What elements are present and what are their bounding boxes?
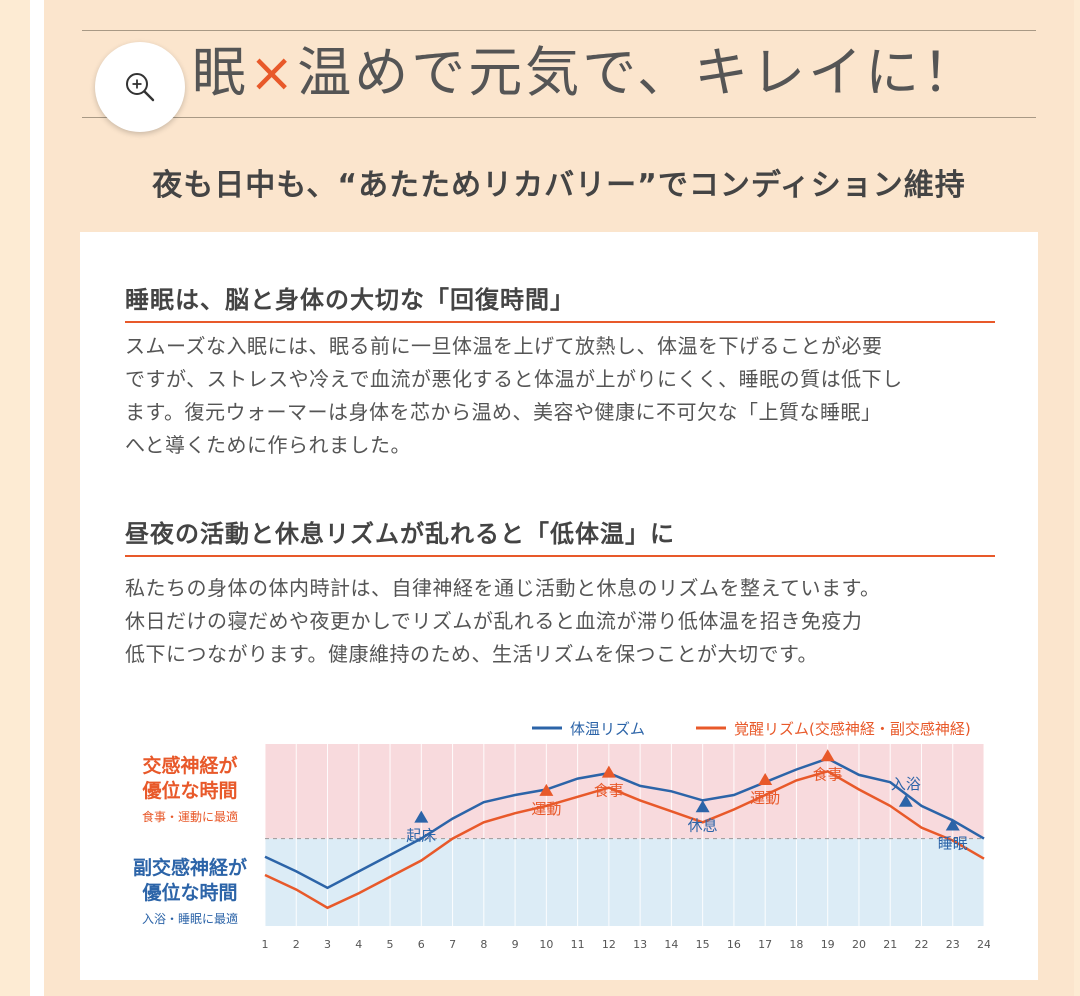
page-left-edge — [30, 0, 44, 996]
event-label: 起床 — [406, 827, 436, 845]
title-rest: 温めで元気で、キレイに！ — [297, 41, 980, 104]
text-line: ですが、ストレスや冷えで血流が悪化すると体温が上がりにくく、睡眠の質は低下し — [125, 367, 903, 391]
event-marker — [695, 800, 710, 813]
x-tick-label: 8 — [480, 938, 487, 951]
x-tick-label: 10 — [539, 938, 553, 951]
x-tick-label: 19 — [821, 938, 835, 951]
x-tick-label: 2 — [293, 938, 300, 951]
upper-zone-note: 食事・運動に最適 — [142, 809, 238, 824]
event-label: 運動 — [531, 800, 561, 818]
event-marker — [414, 810, 429, 823]
sympathetic-zone — [265, 744, 984, 839]
event-label: 食事 — [594, 782, 624, 800]
x-tick-label: 7 — [449, 938, 456, 951]
x-tick-label: 4 — [355, 938, 362, 951]
title-lead: 眠 — [192, 41, 249, 104]
x-tick-label: 5 — [387, 938, 394, 951]
section-text-sleep: スムーズな入眠には、眠る前に一旦体温を上げて放熱し、体温を下げることが必要 です… — [125, 330, 1005, 462]
upper-zone-label-2: 優位な時間 — [141, 779, 237, 802]
x-tick-label: 16 — [727, 938, 741, 951]
x-tick-label: 24 — [977, 938, 990, 951]
chart-legend: 体温リズム 覚醒リズム(交感神経・副交感神経) — [532, 720, 971, 738]
x-tick-label: 9 — [512, 938, 519, 951]
lower-zone-label-1: 副交感神経が — [133, 856, 247, 879]
series-line-body-temp — [264, 757, 985, 890]
lower-zone-label-2: 優位な時間 — [141, 881, 237, 904]
parasympathetic-zone — [265, 838, 984, 926]
x-tick-label: 11 — [571, 938, 585, 951]
x-tick-label: 14 — [664, 938, 678, 951]
text-line: ます。復元ウォーマーは身体を芯から温め、美容や健康に不可欠な「上質な睡眠」 — [125, 400, 882, 424]
text-line: 私たちの身体の体内時計は、自律神経を通じ活動と休息のリズムを整えています。 — [125, 576, 881, 600]
zoom-in-button[interactable] — [95, 42, 185, 132]
x-tick-label: 15 — [696, 938, 710, 951]
subtitle: 夜も日中も、“あたためリカバリー”でコンディション維持 — [152, 168, 966, 203]
x-tick-label: 13 — [633, 938, 647, 951]
upper-zone-label-1: 交感神経が — [142, 754, 237, 777]
event-marker — [539, 783, 554, 796]
legend-label-arousal: 覚醒リズム(交感神経・副交感神経) — [734, 720, 971, 738]
title-x: × — [249, 41, 298, 104]
event-label: 睡眠 — [938, 834, 968, 852]
event-label: 運動 — [750, 789, 780, 807]
chart-grid — [264, 744, 985, 926]
section-text-rhythm: 私たちの身体の体内時計は、自律神経を通じ活動と休息のリズムを整えています。 休日… — [125, 572, 1005, 671]
event-marker — [601, 765, 616, 778]
section-heading-sleep: 睡眠は、脳と身体の大切な「回復時間」 — [125, 280, 995, 323]
page-title: 眠×温めで元気で、キレイに！ — [192, 37, 979, 109]
event-label: 食事 — [813, 765, 843, 783]
event-marker — [945, 818, 960, 831]
event-marker — [820, 749, 835, 762]
zoom-in-icon — [126, 73, 155, 102]
series-line-arousal — [264, 769, 985, 910]
text-line: スムーズな入眠には、眠る前に一旦体温を上げて放熱し、体温を下げることが必要 — [125, 334, 883, 358]
x-tick-label: 18 — [789, 938, 803, 951]
x-tick-label: 3 — [324, 938, 331, 951]
x-tick-label: 17 — [758, 938, 772, 951]
x-tick-label: 6 — [418, 938, 425, 951]
event-label: 入浴 — [891, 775, 921, 793]
zone-labels: 交感神経が 優位な時間 食事・運動に最適 副交感神経が 優位な時間 入浴・睡眠に… — [133, 754, 247, 926]
x-tick-label: 21 — [883, 938, 897, 951]
event-marker — [898, 794, 913, 807]
rhythm-chart: 体温リズム 覚醒リズム(交感神経・副交感神経) 交感神経が 優位な時間 食事・運… — [133, 720, 991, 951]
x-tick-label: 23 — [946, 938, 960, 951]
text-line: へと導くために作られました。 — [125, 433, 411, 457]
text-line: 休日だけの寝だめや夜更かしでリズムが乱れると血流が滞り低体温を招き免疫力 — [125, 609, 863, 633]
section-heading-rhythm: 昼夜の活動と休息リズムが乱れると「低体温」に — [125, 514, 995, 557]
x-tick-label: 22 — [914, 938, 928, 951]
event-label: 休息 — [688, 816, 718, 834]
legend-label-body-temp: 体温リズム — [570, 720, 645, 738]
x-tick-label: 1 — [262, 938, 269, 951]
lower-zone-note: 入浴・睡眠に最適 — [142, 911, 238, 926]
event-marker — [758, 772, 773, 785]
title-banner: 眠×温めで元気で、キレイに！ — [82, 30, 1036, 118]
x-tick-label: 12 — [602, 938, 616, 951]
x-axis-ticks: 1 2 3 4 5 6 7 8 9 10 11 12 13 14 15 16 17 18 19 20 21 22 23 24 — [262, 938, 991, 951]
x-tick-label: 20 — [852, 938, 866, 951]
text-line: 低下につながります。健康維持のため、生活リズムを保つことが大切です。 — [125, 642, 818, 666]
